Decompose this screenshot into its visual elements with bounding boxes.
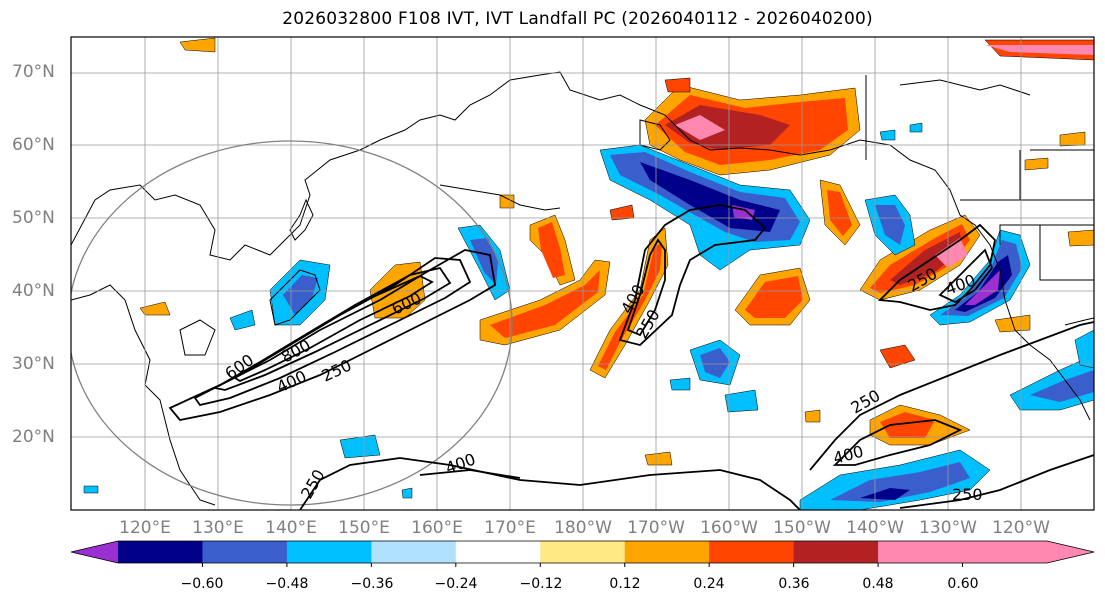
lon-label-160e: 160°E bbox=[411, 518, 463, 538]
lat-label-50n: 50°N bbox=[12, 208, 55, 228]
colorbar-label-048: 0.48 bbox=[862, 576, 894, 592]
contour-label-250-se: 250 bbox=[952, 485, 983, 504]
lon-label-170w: 170°W bbox=[627, 518, 685, 538]
contour-250-west bbox=[168, 249, 496, 421]
contour-250-sw bbox=[299, 457, 801, 510]
colorbar-label-neg012: −0.12 bbox=[519, 576, 563, 592]
contour-400-coast bbox=[938, 248, 994, 304]
contour-400-south bbox=[832, 419, 963, 466]
lon-label-130e: 130°E bbox=[192, 518, 244, 538]
colorbar-label-060: 0.60 bbox=[947, 576, 979, 592]
ivt-contours bbox=[168, 204, 1094, 510]
colorbar-cells bbox=[118, 541, 1048, 563]
colorbar-cell bbox=[793, 541, 879, 563]
contour-250-south bbox=[809, 321, 1094, 471]
lat-label-60n: 60°N bbox=[12, 135, 55, 155]
colorbar-cell bbox=[878, 541, 964, 563]
lon-label-150e: 150°E bbox=[338, 518, 390, 538]
map-frame bbox=[70, 36, 1095, 511]
lon-label-140e: 140°E bbox=[265, 518, 317, 538]
lat-label-70n: 70°N bbox=[12, 62, 55, 82]
colorbar-cell bbox=[286, 541, 372, 563]
contour-250-mid bbox=[618, 204, 767, 346]
lat-label-40n: 40°N bbox=[12, 281, 55, 301]
colorbar bbox=[70, 540, 1095, 567]
colorbar-label-012: 0.12 bbox=[609, 576, 641, 592]
colorbar-label-neg024: −0.24 bbox=[434, 576, 478, 592]
lat-label-30n: 30°N bbox=[12, 354, 55, 374]
contour-250-se bbox=[899, 454, 1094, 509]
colorbar-cell bbox=[455, 541, 541, 563]
colorbar-cell bbox=[371, 541, 457, 563]
lon-label-120w: 120°W bbox=[992, 518, 1050, 538]
colorbar-cell bbox=[709, 541, 795, 563]
lon-label-140w: 140°W bbox=[846, 518, 904, 538]
landfall-region-circle bbox=[71, 140, 513, 506]
ivt-positive-shading bbox=[139, 37, 1094, 466]
lon-label-120e: 120°E bbox=[119, 518, 171, 538]
colorbar-cell bbox=[962, 541, 1048, 563]
colorbar-cell bbox=[118, 541, 203, 563]
colorbar-label-024: 0.24 bbox=[693, 576, 725, 592]
lon-label-170e: 170°E bbox=[484, 518, 536, 538]
colorbar-ticks bbox=[201, 563, 964, 567]
colorbar-extend-high bbox=[1047, 541, 1094, 563]
colorbar-label-036: 0.36 bbox=[778, 576, 810, 592]
lon-label-180w: 180°W bbox=[554, 518, 612, 538]
colorbar-cell bbox=[624, 541, 710, 563]
contour-250-coast bbox=[878, 223, 996, 311]
lat-label-20n: 20°N bbox=[12, 427, 55, 447]
colorbar-cell bbox=[540, 541, 626, 563]
contour-400-sw bbox=[419, 469, 521, 479]
colorbar-label-neg036: −0.36 bbox=[350, 576, 394, 592]
contour-400-mid bbox=[626, 238, 666, 337]
colorbar-outline bbox=[70, 540, 1095, 564]
lon-label-130w: 130°W bbox=[919, 518, 977, 538]
colorbar-extend-low bbox=[71, 541, 118, 563]
colorbar-label-neg060: −0.60 bbox=[180, 576, 224, 592]
colorbar-label-neg048: −0.48 bbox=[265, 576, 309, 592]
contour-800-west bbox=[233, 275, 434, 383]
map-gridlines bbox=[71, 37, 1094, 510]
colorbar-cell bbox=[202, 541, 288, 563]
lon-label-160w: 160°W bbox=[700, 518, 758, 538]
map-plot-area: 600 800 600 400 250 400 250 250 400 250 … bbox=[71, 37, 1094, 510]
lon-label-150w: 150°W bbox=[773, 518, 831, 538]
map-title: 2026032800 F108 IVT, IVT Landfall PC (20… bbox=[282, 9, 873, 29]
